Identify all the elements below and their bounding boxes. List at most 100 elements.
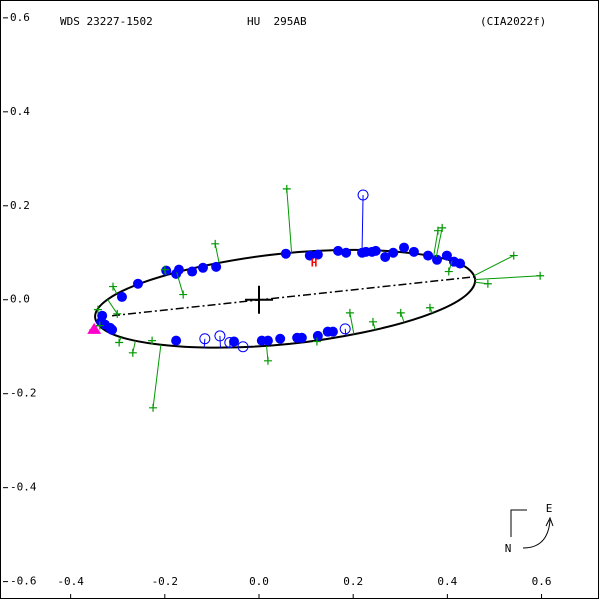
observation-plus: [509, 251, 518, 260]
observation: [408, 246, 419, 257]
orbit: [94, 248, 477, 349]
observation-plus: [93, 305, 102, 314]
observation-plus: [115, 338, 124, 347]
residual-line: [344, 328, 347, 336]
line-of-nodes: [111, 275, 476, 317]
observation: [262, 335, 273, 346]
observation: [161, 265, 172, 276]
header-right: (CIA2022f): [480, 15, 546, 28]
observation: [197, 262, 208, 273]
y-tick-label: -0.4: [10, 481, 37, 494]
residual-line: [286, 188, 293, 253]
observation: [275, 333, 286, 344]
observation: [116, 291, 127, 302]
observation: [280, 248, 291, 259]
residual-line: [107, 299, 118, 315]
header-left: WDS 23227-1502: [60, 15, 153, 28]
observation: [370, 245, 381, 256]
observation-plus: [312, 337, 321, 346]
x-tick-label: -0.4: [57, 575, 84, 588]
observation: [423, 250, 434, 261]
observation-plus: [483, 279, 492, 288]
observation-open: [224, 336, 236, 348]
residual-line: [176, 272, 184, 295]
residual-line: [361, 194, 364, 251]
observation-plus: [345, 308, 354, 317]
y-tick-label: -0.6: [10, 575, 37, 588]
observation: [296, 332, 307, 343]
residual-line: [203, 338, 206, 348]
x-tick-label: 0.4: [437, 575, 457, 588]
residual-line: [112, 286, 118, 295]
observation: [327, 326, 338, 337]
residual-line: [475, 275, 541, 281]
observation: [96, 316, 107, 327]
observation: [380, 251, 391, 262]
observation: [388, 247, 399, 258]
residual-line: [473, 255, 514, 277]
y-tick-label: 0.2: [10, 199, 30, 212]
observation: [107, 324, 118, 335]
observation-open: [237, 341, 249, 353]
compass-arrow: [522, 519, 551, 549]
observation-triangle: [87, 322, 102, 334]
residual-line: [214, 243, 220, 263]
header-center: HU 295AB: [247, 15, 307, 28]
residual-line: [433, 230, 439, 257]
observation-plus: [425, 303, 434, 312]
y-tick-label: -0.2: [10, 387, 37, 400]
observation-open: [199, 333, 211, 345]
observation-plus: [438, 223, 447, 232]
observation-plus: [282, 184, 291, 193]
observation-plus: [433, 226, 442, 235]
observation-plus: [109, 282, 118, 291]
observation-plus: [263, 356, 272, 365]
observation-plus: [179, 290, 188, 299]
observation-plus: [128, 348, 137, 357]
observation: [432, 254, 443, 265]
residual-line: [435, 227, 443, 258]
x-tick-label: 0.0: [249, 575, 269, 588]
observation: [341, 247, 352, 258]
observation-plus: [396, 308, 405, 317]
residual-line: [152, 344, 162, 408]
observation: [211, 261, 222, 272]
center-cross: [245, 285, 274, 314]
observation-plus: [368, 317, 377, 326]
compass-arrowhead: [545, 516, 554, 527]
observation: [171, 335, 182, 346]
y-tick-label: 0.0: [10, 293, 30, 306]
observation-plus: [148, 336, 157, 345]
observation-open: [214, 330, 226, 342]
observation: [229, 336, 240, 347]
observation: [304, 250, 315, 261]
observation-plus: [536, 271, 545, 280]
observation: [399, 242, 410, 253]
x-tick-label: -0.2: [152, 575, 179, 588]
observation-plus: [160, 265, 169, 274]
observation-plus: [113, 309, 122, 318]
y-tick-label: 0.4: [10, 105, 30, 118]
x-tick-label: 0.6: [532, 575, 552, 588]
observation-plus: [149, 403, 158, 412]
observation: [187, 266, 198, 277]
observation: [173, 264, 184, 275]
observation-open: [339, 323, 351, 335]
compass: E N: [505, 502, 554, 555]
observation: [132, 278, 143, 289]
observation-plus: [444, 267, 453, 276]
observation: [333, 245, 344, 256]
observation-open: [357, 189, 369, 201]
residual-line: [219, 335, 221, 348]
residual-line: [349, 312, 355, 335]
observation: [441, 250, 452, 261]
observation-plus: [211, 239, 220, 248]
compass-north: N: [505, 542, 512, 555]
observation: [312, 330, 323, 341]
compass-east: E: [546, 502, 553, 515]
compass-axes: [510, 509, 527, 537]
annotation: H: [311, 257, 318, 270]
observation: [312, 249, 323, 260]
